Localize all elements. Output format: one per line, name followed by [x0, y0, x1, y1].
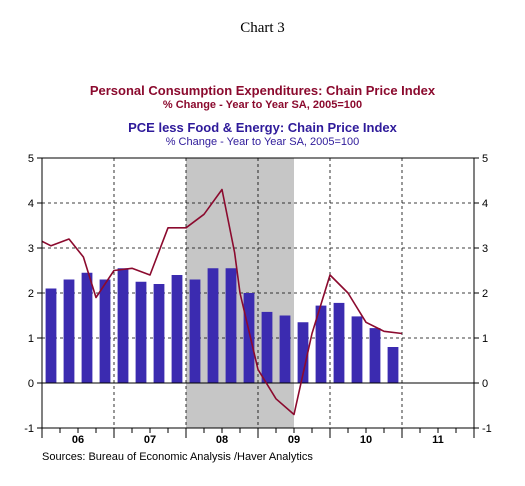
bar [153, 284, 165, 383]
y-tick-label-left: 3 [28, 243, 34, 255]
y-tick-label-right: 3 [482, 243, 488, 255]
chart-subtitle-secondary: % Change - Year to Year SA, 2005=100 [165, 136, 360, 148]
x-tick-label: 11 [432, 434, 444, 446]
bar [171, 275, 183, 383]
bar [135, 281, 147, 383]
chart-subtitle: % Change - Year to Year SA, 2005=100 [162, 99, 363, 111]
bar [279, 315, 291, 383]
y-tick-label-left: 2 [28, 288, 34, 300]
chart-title: Personal Consumption Expenditures: Chain… [89, 83, 436, 98]
chart-title-secondary: PCE less Food & Energy: Chain Price Inde… [128, 120, 397, 135]
bar [117, 268, 129, 383]
y-tick-label-left: 4 [28, 198, 34, 210]
bar [81, 272, 93, 383]
chart-source: Sources: Bureau of Economic Analysis /Ha… [42, 451, 313, 463]
bar [99, 279, 111, 383]
bar [243, 293, 255, 383]
y-tick-label-left: -1 [24, 423, 34, 435]
y-tick-label-right: 0 [482, 378, 488, 390]
x-tick-label: 07 [144, 434, 156, 446]
bar [387, 347, 399, 383]
bar [261, 311, 273, 383]
x-tick-label: 06 [72, 434, 84, 446]
bar [297, 322, 309, 383]
y-tick-label-right: -1 [482, 423, 492, 435]
bar [189, 279, 201, 383]
bar [315, 305, 327, 383]
x-tick-label: 08 [216, 434, 228, 446]
y-tick-label-left: 5 [28, 153, 34, 165]
y-tick-label-left: 0 [28, 378, 34, 390]
y-tick-label-right: 4 [482, 198, 488, 210]
bar [63, 279, 75, 383]
bar [207, 268, 219, 383]
bar [333, 302, 345, 383]
chart-label: Chart 3 [240, 20, 285, 36]
bar [369, 328, 381, 383]
y-tick-label-right: 1 [482, 333, 488, 345]
y-tick-label-left: 1 [28, 333, 34, 345]
bar [225, 268, 237, 383]
y-tick-label-right: 2 [482, 288, 488, 300]
bar [45, 288, 57, 383]
line-series [41, 188, 403, 416]
x-tick-label: 10 [360, 434, 372, 446]
y-tick-label-right: 5 [482, 153, 488, 165]
bar [351, 316, 363, 383]
x-tick-label: 09 [288, 434, 300, 446]
